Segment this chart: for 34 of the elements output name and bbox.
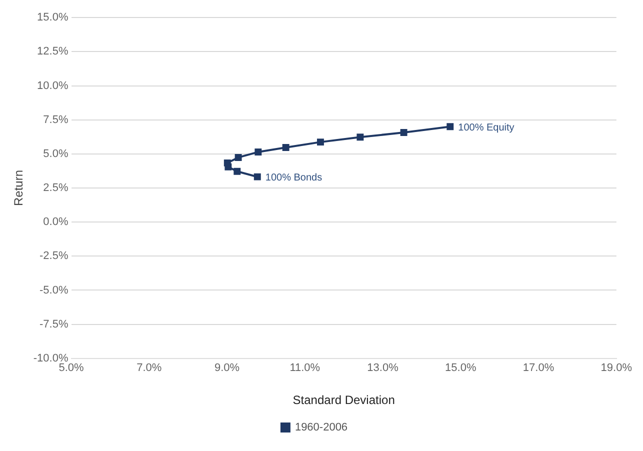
point (446, 123, 454, 130)
point (254, 173, 261, 180)
annotation: 100% Equity (458, 122, 514, 134)
y-tick-label: -10.0% (33, 352, 68, 364)
point (400, 129, 408, 136)
y-tick-label: -2.5% (40, 250, 68, 262)
y-tick-label: 5.0% (43, 148, 68, 160)
x-tick-label: 17.0% (522, 362, 554, 374)
point (234, 168, 241, 175)
annotation: 100% Bonds (265, 172, 322, 184)
x-tick-label: 5.0% (58, 362, 84, 374)
y-tick-label: 0.0% (43, 216, 68, 228)
y-tick-label: 12.5% (37, 46, 68, 58)
x-tick-label: 7.0% (136, 362, 162, 374)
y-tick-label: 2.5% (43, 182, 68, 194)
y-tick-label: 7.5% (43, 114, 68, 126)
y-tick-label: 10.0% (37, 80, 68, 92)
point (224, 159, 231, 166)
point (254, 148, 262, 156)
x-tick-label: 13.0% (367, 362, 399, 374)
x-tick-label: 19.0% (600, 362, 632, 374)
x-tick-label: 9.0% (214, 362, 240, 374)
point (282, 144, 290, 151)
y-tick-label: -5.0% (40, 284, 68, 296)
x-tick-label: 15.0% (445, 362, 476, 374)
y-tick-label: -7.5% (40, 318, 68, 330)
x-tick-label: 11.0% (290, 362, 320, 374)
point (316, 138, 324, 146)
x-axis-title: Standard Deviation (292, 393, 395, 408)
y-tick-label: 15.0% (37, 12, 68, 24)
point (356, 134, 364, 141)
y-axis-title: Return (12, 170, 26, 206)
point (234, 154, 242, 161)
legend-label: 1960-2006 (294, 422, 348, 434)
